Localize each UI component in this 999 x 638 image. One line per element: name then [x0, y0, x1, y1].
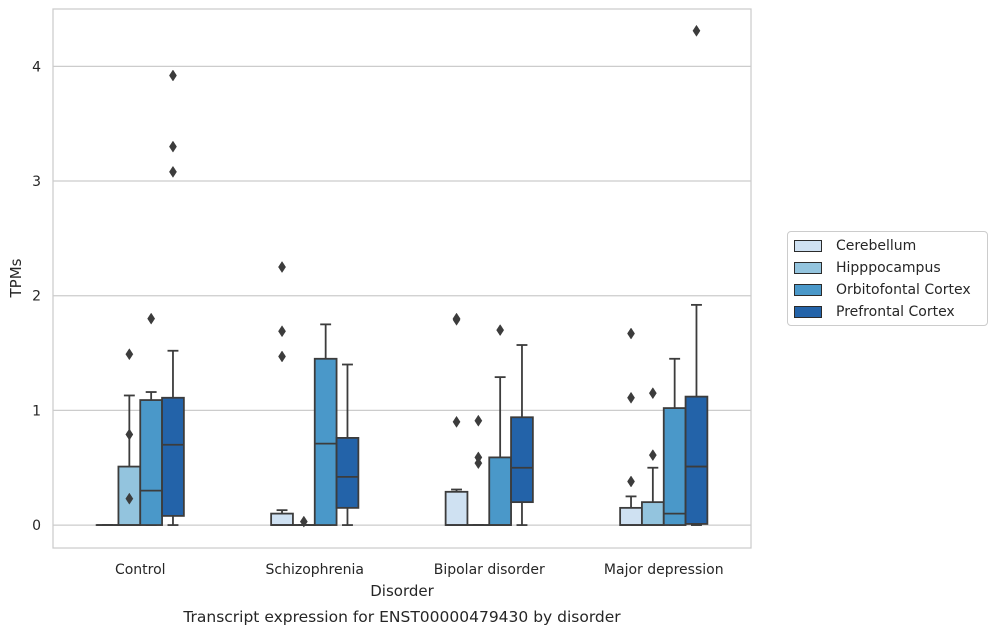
x-tick-label-major-depression: Major depression — [604, 562, 724, 578]
box-orbitofontal-cortex-control — [140, 400, 162, 525]
y-tick-label-3: 3 — [32, 174, 41, 190]
box-prefrontal-cortex-schizophrenia — [337, 438, 359, 508]
box-cerebellum-major-depression — [620, 508, 642, 525]
legend-swatch-orbitofontal-cortex — [794, 284, 822, 296]
x-axis-label: Disorder — [370, 582, 434, 600]
legend-item-prefrontal-cortex: Prefrontal Cortex — [794, 303, 955, 321]
x-tick-label-schizophrenia: Schizophrenia — [266, 562, 364, 578]
legend-label-hipppocampus: Hipppocampus — [836, 260, 941, 276]
legend-swatch-prefrontal-cortex — [794, 306, 822, 318]
x-tick-labels: Control Schizophrenia Bipolar disorder Majo… — [115, 562, 724, 578]
y-axis-label: TPMs — [7, 258, 25, 298]
y-tick-label-0: 0 — [32, 518, 41, 534]
box-cerebellum-schizophrenia — [271, 514, 293, 525]
legend-label-orbitofontal-cortex: Orbitofontal Cortex — [836, 282, 971, 298]
y-tick-label-4: 4 — [32, 59, 41, 75]
chart-title: Transcript expression for ENST0000047943… — [182, 608, 621, 626]
box-prefrontal-cortex-major-depression — [686, 397, 708, 524]
legend-item-hipppocampus: Hipppocampus — [794, 259, 941, 277]
x-tick-label-bipolar-disorder: Bipolar disorder — [434, 562, 545, 578]
box-hipppocampus-major-depression — [642, 502, 664, 525]
legend-swatch-cerebellum — [794, 240, 822, 252]
x-tick-label-control: Control — [115, 562, 166, 578]
y-tick-label-2: 2 — [32, 289, 41, 305]
legend: Cerebellum Hipppocampus Orbitofontal Cor… — [787, 231, 988, 326]
legend-label-prefrontal-cortex: Prefrontal Cortex — [836, 304, 955, 320]
legend-item-cerebellum: Cerebellum — [794, 237, 916, 255]
legend-label-cerebellum: Cerebellum — [836, 238, 916, 254]
legend-swatch-hipppocampus — [794, 262, 822, 274]
y-tick-label-1: 1 — [32, 403, 41, 419]
box-prefrontal-cortex-bipolar-disorder — [511, 417, 533, 502]
y-tick-labels: 0 1 2 3 4 — [32, 59, 41, 534]
box-orbitofontal-cortex-bipolar-disorder — [489, 457, 511, 525]
box-orbitofontal-cortex-schizophrenia — [315, 359, 337, 525]
box-prefrontal-cortex-control — [162, 398, 184, 516]
legend-item-orbitofontal-cortex: Orbitofontal Cortex — [794, 281, 971, 299]
box-orbitofontal-cortex-major-depression — [664, 408, 686, 525]
box-cerebellum-bipolar-disorder — [446, 492, 468, 525]
